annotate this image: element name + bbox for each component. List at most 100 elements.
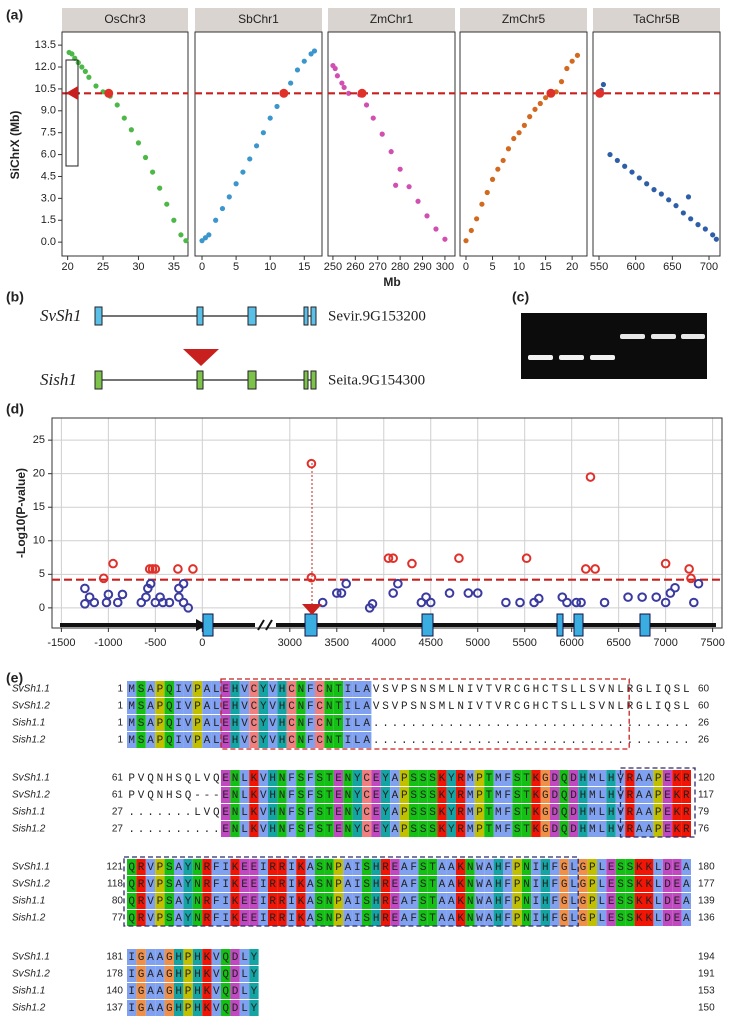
point xyxy=(673,203,679,209)
residue-cell xyxy=(474,787,485,803)
residue-cell xyxy=(333,732,344,748)
point xyxy=(306,458,317,469)
residue-cell xyxy=(352,893,362,909)
residue-cell xyxy=(183,949,193,965)
residue-cell xyxy=(568,893,579,909)
point xyxy=(479,201,485,207)
point xyxy=(416,597,427,608)
residue-cell xyxy=(512,876,522,892)
residue-cell xyxy=(578,893,588,909)
sequence-name: SvSh1.2 xyxy=(12,701,50,712)
point xyxy=(158,597,168,608)
highlight-point xyxy=(595,88,605,98)
residue-cell xyxy=(324,804,334,820)
residue-cell xyxy=(493,910,503,926)
residue-cell xyxy=(568,876,579,892)
point xyxy=(336,588,347,598)
end-position: 180 xyxy=(698,862,715,873)
residue-cell xyxy=(521,876,532,892)
residue-cell xyxy=(568,910,579,926)
residue-cell xyxy=(512,787,522,803)
residue-cell xyxy=(503,859,513,875)
residue-cell xyxy=(202,876,212,892)
point xyxy=(306,572,317,583)
residue-cell xyxy=(550,893,560,909)
residue-cell xyxy=(286,681,297,697)
panel-label: (c) xyxy=(512,289,529,305)
residue-cell xyxy=(315,681,325,697)
point xyxy=(178,232,184,238)
residue-cell xyxy=(662,876,673,892)
x-tick-label: 0 xyxy=(199,637,205,649)
residue-cell xyxy=(343,681,353,697)
point xyxy=(202,235,209,241)
residue-cell xyxy=(597,821,607,837)
residue-cell xyxy=(352,859,362,875)
point xyxy=(174,592,184,602)
residue-cell xyxy=(493,859,503,875)
residue-cell xyxy=(521,859,532,875)
residue-cell xyxy=(446,876,456,892)
residue-cell xyxy=(211,949,221,965)
highlight-point xyxy=(357,88,367,98)
residue-cell xyxy=(268,787,278,803)
point xyxy=(379,131,385,137)
residue-cell xyxy=(672,804,682,820)
residue-cell xyxy=(672,770,682,786)
residue-cell xyxy=(362,787,372,803)
residue-cell xyxy=(672,821,682,837)
residue-cell xyxy=(503,787,513,803)
point xyxy=(388,553,398,564)
residue-cell xyxy=(644,910,654,926)
point xyxy=(98,573,109,584)
residue-cell xyxy=(503,821,513,837)
region-box xyxy=(65,59,79,167)
sequence: QRVPSAYNRFIKEEIRRIKASNPAISHREAFSTAAKNWAH… xyxy=(128,862,692,874)
x-tick-label: 5 xyxy=(233,261,239,273)
residue-cell xyxy=(606,876,616,892)
point xyxy=(651,592,662,602)
residue-cell xyxy=(127,715,137,731)
point xyxy=(474,216,480,222)
residue-cell xyxy=(362,770,372,786)
start-position: 140 xyxy=(106,986,123,997)
residue-cell xyxy=(625,787,635,803)
y-tick-label: 25 xyxy=(33,434,45,446)
x-tick-label: 25 xyxy=(97,261,109,273)
residue-cell xyxy=(258,732,268,748)
start-position: 137 xyxy=(106,1003,123,1014)
residue-cell xyxy=(409,876,419,892)
residue-cell xyxy=(681,859,691,875)
residue-cell xyxy=(324,821,334,837)
residue-cell xyxy=(484,893,494,909)
exon xyxy=(310,370,317,390)
residue-cell xyxy=(305,876,315,892)
point xyxy=(69,51,75,57)
residue-cell xyxy=(343,787,353,803)
residue-cell xyxy=(540,770,550,786)
residue-cell xyxy=(653,770,663,786)
residue-cell xyxy=(540,910,550,926)
point xyxy=(114,102,120,108)
point xyxy=(680,210,686,216)
gel-band xyxy=(528,355,553,360)
residue-cell xyxy=(625,876,635,892)
residue-cell xyxy=(343,821,353,837)
residue-cell xyxy=(324,876,334,892)
residue-cell xyxy=(559,804,569,820)
residue-cell xyxy=(456,893,466,909)
point xyxy=(468,227,474,234)
sequence: IGAAGHPHKVQDLY xyxy=(128,1003,260,1015)
residue-cell xyxy=(258,770,268,786)
point xyxy=(407,558,417,569)
y-tick-label: 13.5 xyxy=(35,39,56,51)
end-position: 60 xyxy=(698,701,710,712)
point xyxy=(93,83,99,89)
residue-cell xyxy=(202,732,212,748)
residue-cell xyxy=(192,893,203,909)
point xyxy=(294,67,301,73)
point xyxy=(339,80,345,86)
residue-cell xyxy=(239,949,250,965)
residue-cell xyxy=(183,859,193,875)
point xyxy=(580,564,591,574)
